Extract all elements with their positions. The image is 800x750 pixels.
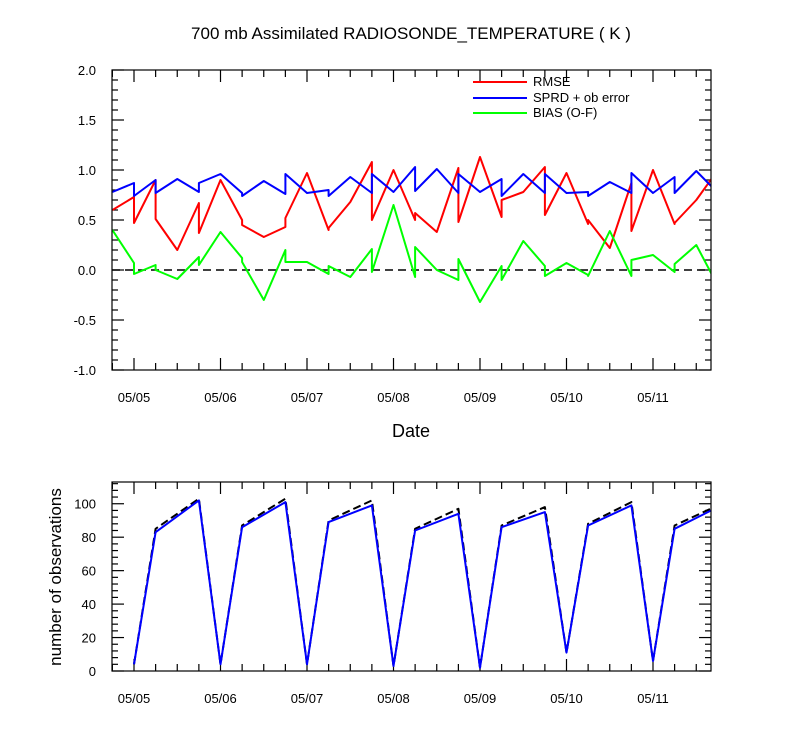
- top-x-tick-labels: 05/05 05/06 05/07 05/08 05/09 05/10 05/11: [118, 390, 669, 405]
- series-line-observations-assimilated: [133, 499, 711, 669]
- x-tick-label: 05/11: [637, 390, 669, 405]
- x-tick-label: 05/11: [637, 691, 669, 706]
- y-tick-label: 0: [89, 664, 96, 679]
- bottom-plot-frame: [111, 481, 712, 672]
- y-tick-label: 2.0: [78, 63, 96, 78]
- top-plot-frame: [111, 69, 712, 371]
- y-tick-label: 60: [82, 564, 96, 579]
- series-line-rmse: [112, 156, 711, 251]
- legend-label-rmse: RMSE: [533, 74, 571, 89]
- y-tick-label: 80: [82, 530, 96, 545]
- y-tick-label: 0.0: [78, 263, 96, 278]
- x-tick-label: 05/05: [118, 390, 151, 405]
- y-tick-label: -1.0: [74, 363, 96, 378]
- y-tick-label: 40: [82, 597, 96, 612]
- top-chart: 700 mb Assimilated RADIOSONDE_TEMPERATUR…: [74, 24, 712, 441]
- x-tick-label: 05/06: [204, 390, 237, 405]
- bottom-x-tick-labels: 05/05 05/06 05/07 05/08 05/09 05/10 05/11: [118, 691, 669, 706]
- y-axis-label: number of observations: [46, 488, 65, 666]
- series-line-sprd-ob-error: [112, 166, 711, 197]
- y-tick-label: 1.0: [78, 163, 96, 178]
- chart-title: 700 mb Assimilated RADIOSONDE_TEMPERATUR…: [191, 24, 631, 43]
- x-axis-label: Date: [392, 421, 430, 441]
- y-tick-label: 100: [74, 497, 96, 512]
- bottom-series-lines: [133, 497, 711, 669]
- x-tick-label: 05/09: [464, 390, 497, 405]
- legend-label-bias: BIAS (O-F): [533, 105, 597, 120]
- top-series-lines: [112, 156, 711, 303]
- x-tick-label: 05/05: [118, 691, 151, 706]
- y-tick-label: -0.5: [74, 313, 96, 328]
- x-tick-label: 05/08: [377, 691, 410, 706]
- x-tick-label: 05/07: [291, 390, 324, 405]
- y-tick-label: 1.5: [78, 113, 96, 128]
- x-tick-label: 05/10: [550, 390, 583, 405]
- legend-label-sprd: SPRD + ob error: [533, 90, 630, 105]
- y-tick-label: 0.5: [78, 213, 96, 228]
- top-axis-ticks: [111, 69, 711, 371]
- x-tick-label: 05/10: [550, 691, 583, 706]
- x-tick-label: 05/07: [291, 691, 324, 706]
- y-tick-label: 20: [82, 631, 96, 646]
- series-line-bias-o-f: [112, 204, 711, 303]
- x-tick-label: 05/08: [377, 390, 410, 405]
- top-y-tick-labels: -1.0 -0.5 0.0 0.5 1.0 1.5 2.0: [74, 63, 96, 378]
- bottom-y-tick-labels: 0 20 40 60 80 100: [74, 497, 96, 679]
- legend: RMSE SPRD + ob error BIAS (O-F): [473, 74, 630, 120]
- x-tick-label: 05/06: [204, 691, 237, 706]
- x-tick-label: 05/09: [464, 691, 497, 706]
